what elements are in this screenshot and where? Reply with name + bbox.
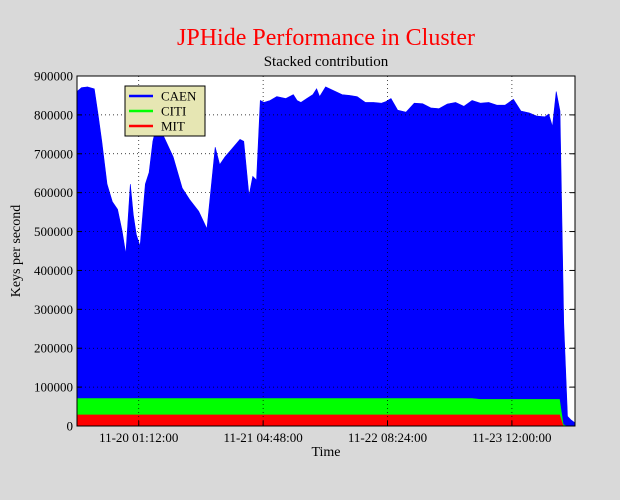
- y-axis: 0 100000 200000 300000 400000 500000 600000 700…: [34, 69, 575, 434]
- y-tick-label: 200000: [34, 341, 73, 356]
- chart-title: JPHide Performance in Cluster: [177, 25, 475, 51]
- legend-label-mit: MIT: [161, 119, 185, 134]
- x-tick-label: 11-23 12:00:00: [472, 430, 551, 445]
- y-tick-label: 800000: [34, 107, 73, 122]
- chart-subtitle: Stacked contribution: [264, 54, 389, 70]
- y-tick-label: 600000: [34, 185, 73, 200]
- y-tick-label: 400000: [34, 263, 73, 278]
- y-axis-label: Keys per second: [9, 205, 24, 298]
- x-axis: 11-20 01:12:00 11-21 04:48:00 11-22 08:24:…: [99, 421, 552, 445]
- y-tick-label: 300000: [34, 302, 73, 317]
- x-tick-label: 11-22 08:24:00: [348, 430, 427, 445]
- y-tick-label: 700000: [34, 146, 73, 161]
- legend-label-citi: CITI: [161, 104, 186, 119]
- plot-frame: [76, 75, 576, 427]
- y-tick-label: 0: [67, 419, 74, 434]
- area-mit: [76, 414, 575, 427]
- legend-label-caen: CAEN: [161, 89, 197, 104]
- y-tick-label: 500000: [34, 224, 73, 239]
- x-tick-label: 11-20 01:12:00: [99, 430, 178, 445]
- x-axis-label: Time: [311, 445, 340, 460]
- y-tick-label: 900000: [34, 69, 73, 84]
- y-tick-label: 100000: [34, 380, 73, 395]
- grid-lines: [77, 76, 575, 426]
- x-tick-label: 11-21 04:48:00: [223, 430, 302, 445]
